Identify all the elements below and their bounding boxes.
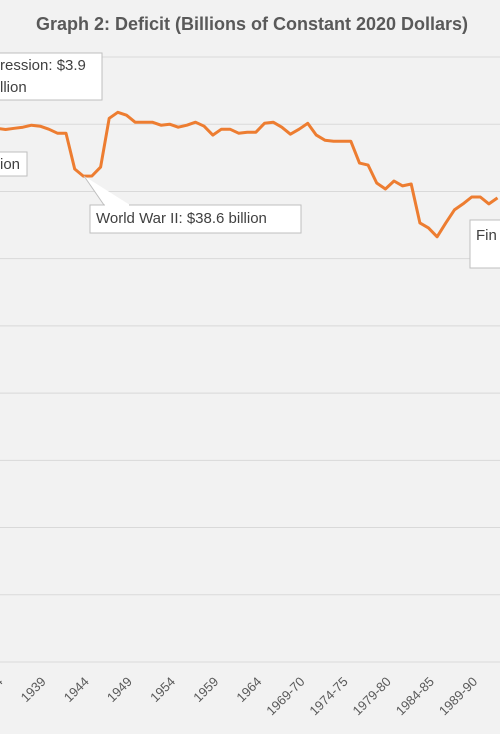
annotation-box (89, 204, 302, 234)
x-tick-label: 1944 (61, 674, 92, 705)
annotation-box (469, 219, 500, 269)
x-tick-label: 1939 (18, 674, 49, 705)
annotation: ression: $3.9 llion (0, 52, 103, 101)
x-tick-label: 1934 (0, 674, 6, 705)
annotation-box (0, 151, 28, 177)
x-tick-label: 1959 (190, 674, 221, 705)
annotation-text: llion (0, 79, 27, 96)
x-tick-label: 1974-75 (306, 674, 350, 718)
annotation-text: ion (0, 156, 20, 173)
annotation-box (0, 52, 103, 101)
annotation: Fin (469, 219, 500, 269)
x-tick-label: 1984-85 (393, 674, 437, 718)
annotation-text: Fin (476, 227, 497, 244)
annotation-text: World War II: $38.6 billion (96, 210, 267, 227)
annotation-pointer (83, 175, 130, 206)
annotation: World War II: $38.6 billion (83, 175, 302, 234)
x-tick-label: 1949 (104, 674, 135, 705)
annotation-text: ression: $3.9 (0, 57, 86, 74)
x-tick-label: 1954 (147, 674, 178, 705)
x-tick-label: 1989-90 (436, 674, 480, 718)
chart-title: Graph 2: Deficit (Billions of Constant 2… (36, 14, 468, 34)
x-tick-label: 1969-70 (263, 674, 307, 718)
annotation: ion (0, 151, 28, 177)
x-tick-label: 1964 (233, 674, 264, 705)
x-tick-label: 1979-80 (350, 674, 394, 718)
data-line (0, 110, 499, 239)
